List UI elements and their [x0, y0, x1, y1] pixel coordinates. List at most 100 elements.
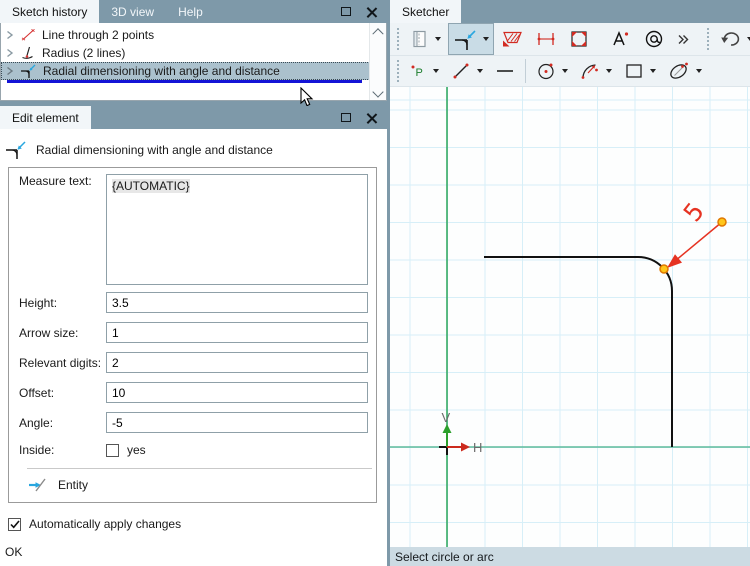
maximize-icon[interactable]: [341, 7, 351, 16]
radial-dimensioning-icon: [455, 30, 476, 50]
arc-tool-button[interactable]: [575, 57, 617, 85]
list-item-label: Line through 2 points: [42, 28, 155, 42]
tab-edit-element[interactable]: Edit element: [0, 106, 91, 129]
text-annotation-button[interactable]: [604, 25, 636, 53]
angle-row: Angle:: [19, 412, 376, 433]
offset-input[interactable]: [106, 382, 368, 403]
list-scrollbar[interactable]: [369, 23, 386, 100]
frame-icon: [571, 31, 587, 47]
line-2-points-icon: [21, 28, 35, 41]
sketch-plane-button[interactable]: [404, 25, 446, 53]
line-tool-button[interactable]: [446, 57, 488, 85]
radial-dimensioning-icon: [6, 141, 26, 159]
rectangle-icon: [626, 64, 642, 78]
list-item-label: Radius (2 lines): [42, 46, 126, 60]
drop-insert-indicator: [7, 80, 362, 83]
at-annotation-button[interactable]: [638, 25, 670, 53]
height-row: Height:: [19, 292, 376, 313]
measure-text-row: Measure text: {AUTOMATIC}: [19, 174, 376, 285]
chevron-right-icon[interactable]: [6, 66, 14, 76]
dropdown-caret-icon[interactable]: [433, 69, 439, 73]
sketch-history-panel: Sketch history 3D view Help Line through…: [0, 0, 387, 107]
arrow-size-label: Arrow size:: [19, 325, 79, 340]
measure-text-label: Measure text:: [19, 174, 92, 188]
chevron-right-icon[interactable]: [6, 30, 14, 40]
height-input[interactable]: [106, 292, 368, 313]
left-column: Sketch history 3D view Help Line through…: [0, 0, 387, 566]
dropdown-caret-icon[interactable]: [650, 69, 656, 73]
dropdown-caret-icon[interactable]: [606, 69, 612, 73]
arc-handle-point[interactable]: [659, 264, 669, 274]
toolbar-grip-handle[interactable]: [397, 28, 399, 50]
dropdown-caret-icon[interactable]: [435, 37, 441, 41]
measure-text-input[interactable]: {AUTOMATIC}: [106, 174, 368, 285]
point-tool-button[interactable]: P: [404, 58, 444, 84]
leader-handle-point[interactable]: [717, 217, 727, 227]
relevant-digits-input[interactable]: [106, 352, 368, 373]
rectangle-tool-button[interactable]: [619, 57, 661, 85]
radial-dimensioning-tool-button[interactable]: [448, 23, 494, 55]
angle-input[interactable]: [106, 412, 368, 433]
close-icon[interactable]: [366, 112, 377, 123]
horizontal-dimension-button[interactable]: [530, 25, 562, 53]
dropdown-caret-icon[interactable]: [696, 69, 702, 73]
h-axis-label: H: [473, 440, 482, 455]
edit-element-header-label: Radial dimensioning with angle and dista…: [36, 143, 273, 157]
inside-label: Inside:: [19, 443, 55, 457]
radial-dimensioning-icon: [21, 64, 36, 78]
inside-row: Inside: yes: [19, 442, 376, 458]
ellipse-tool-button[interactable]: [663, 57, 707, 85]
sketcher-toolbar-dimensioning: [390, 23, 750, 56]
v-axis-arrowhead: [442, 424, 452, 433]
checkmark-icon: [9, 519, 20, 528]
entity-row[interactable]: Entity: [28, 477, 376, 492]
point-icon: P: [411, 65, 423, 79]
arrow-size-input[interactable]: [106, 322, 368, 343]
tab-3d-view[interactable]: 3D view: [111, 4, 155, 19]
tab-help[interactable]: Help: [178, 4, 203, 19]
inside-checkbox[interactable]: [106, 443, 119, 457]
scroll-down-icon[interactable]: [372, 86, 384, 98]
maximize-icon[interactable]: [341, 113, 351, 122]
sketch-contour[interactable]: [484, 256, 673, 447]
undo-button[interactable]: [714, 26, 750, 52]
sketch-canvas[interactable]: 5 V H: [390, 87, 750, 547]
tab-sketch-history[interactable]: Sketch history: [0, 0, 100, 23]
angle-label: Angle:: [19, 415, 54, 430]
undo-icon: [721, 32, 740, 46]
entity-pick-icon: [29, 478, 46, 492]
list-item-line-2-points[interactable]: Line through 2 points: [1, 26, 386, 44]
list-item-radial-dimensioning[interactable]: Radial dimensioning with angle and dista…: [1, 62, 386, 80]
height-label: Height:: [19, 295, 58, 310]
circle-tool-button[interactable]: [531, 57, 573, 85]
toolbar-grip-handle[interactable]: [397, 60, 399, 82]
line-icon: [453, 63, 469, 79]
scroll-up-icon[interactable]: [372, 28, 384, 40]
dropdown-caret-icon[interactable]: [747, 37, 750, 41]
sketch-history-list: Line through 2 points Radius (2 lines) R…: [0, 23, 387, 107]
sketcher-panel: Sketcher: [390, 0, 750, 566]
dropdown-caret-icon[interactable]: [483, 37, 489, 41]
ok-button[interactable]: OK: [5, 545, 23, 559]
at-annotation-icon: [645, 30, 663, 48]
tab-sketcher[interactable]: Sketcher: [390, 0, 462, 23]
frame-button[interactable]: [564, 25, 594, 53]
auto-apply-checkbox[interactable]: [8, 517, 21, 531]
window-buttons: [341, 0, 387, 23]
dropdown-caret-icon[interactable]: [562, 69, 568, 73]
dropdown-caret-icon[interactable]: [477, 69, 483, 73]
edit-element-titlebar: Edit element: [0, 106, 387, 129]
entity-divider: [27, 468, 372, 469]
list-item-radius[interactable]: Radius (2 lines): [1, 44, 386, 62]
close-icon[interactable]: [366, 6, 377, 17]
dimension-text[interactable]: 5: [678, 197, 710, 227]
sketcher-titlebar: Sketcher: [390, 0, 750, 23]
horizontal-line-tool-button[interactable]: [490, 57, 520, 85]
relevant-digits-label: Relevant digits:: [19, 355, 102, 370]
relevant-digits-row: Relevant digits:: [19, 352, 376, 373]
toolbar-grip-handle[interactable]: [707, 28, 709, 50]
toolbar-overflow-button[interactable]: [672, 30, 694, 49]
chevron-right-icon[interactable]: [6, 48, 14, 58]
offset-label: Offset:: [19, 385, 55, 400]
section-hatch-button[interactable]: [496, 25, 528, 53]
